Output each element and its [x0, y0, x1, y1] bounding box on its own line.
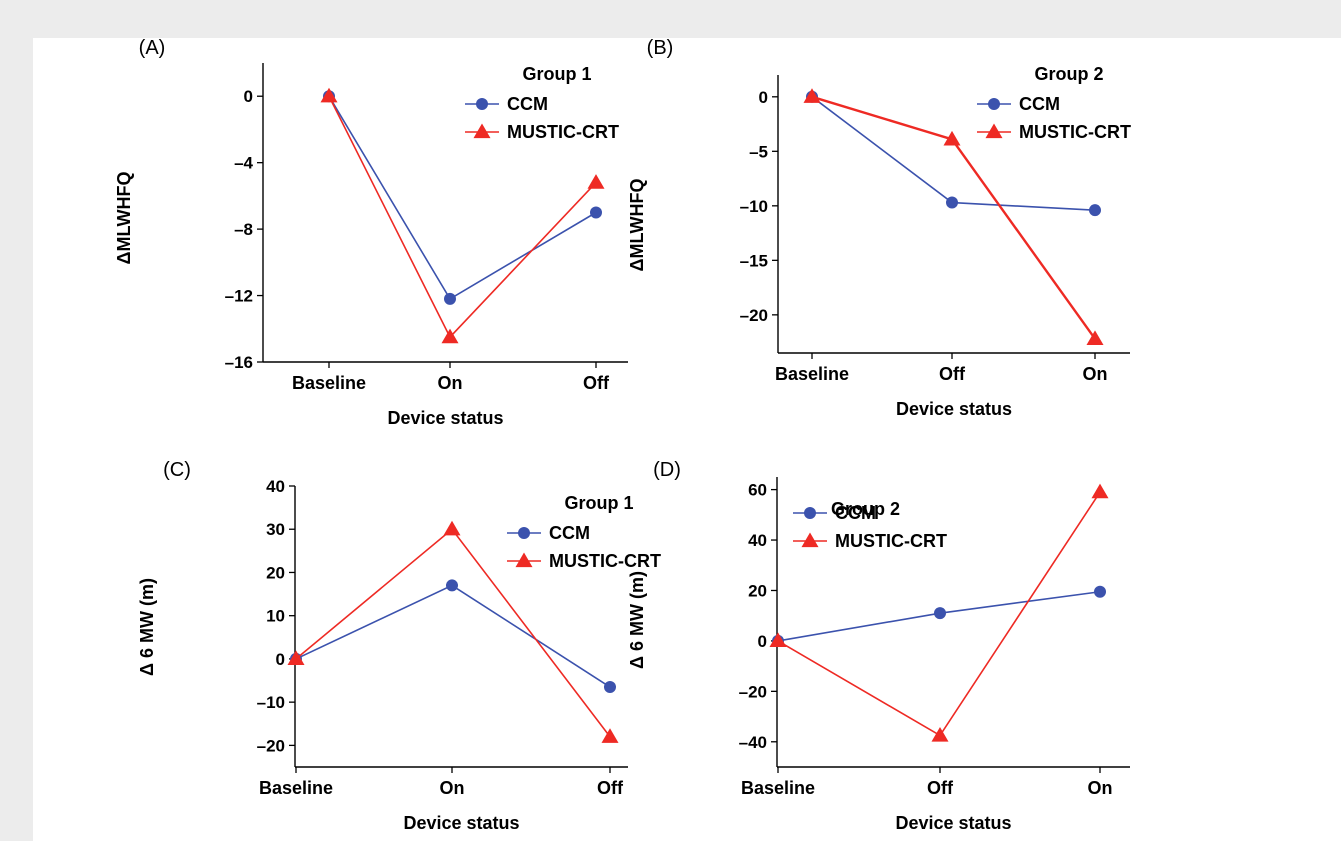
- y-tick-label: 20: [748, 581, 767, 600]
- y-tick-label: 60: [748, 481, 767, 500]
- figure-panel: (A) 0 –4 –8 –12 –16 Baseline On Off Device status…: [33, 38, 1341, 841]
- y-tick-label: 40: [266, 477, 285, 496]
- legend-title: Group 2: [1034, 64, 1103, 84]
- y-tick-label: –16: [225, 353, 253, 372]
- legend-label: MUSTIC-CRT: [507, 122, 619, 142]
- y-axis-title: Δ 6 MW (m): [137, 578, 157, 676]
- legend-label: MUSTIC-CRT: [1019, 122, 1131, 142]
- y-tick-label: 0: [758, 632, 767, 651]
- x-tick-label: Baseline: [775, 364, 849, 384]
- data-point-mustic-crt: [441, 328, 459, 344]
- panel-label: (A): [139, 38, 166, 59]
- x-tick-label: Off: [583, 373, 610, 393]
- x-tick-label: On: [440, 778, 465, 798]
- legend-marker-ccm: [804, 507, 816, 519]
- y-tick-label: –12: [225, 287, 253, 306]
- legend-title: Group 1: [564, 493, 633, 513]
- data-point-mustic-crt: [320, 87, 338, 103]
- y-tick-label: 40: [748, 531, 767, 550]
- x-tick-label: On: [438, 373, 463, 393]
- legend-label: CCM: [549, 523, 590, 543]
- y-tick-label: –15: [740, 251, 768, 270]
- panel-label: (B): [647, 38, 674, 59]
- y-tick-label: 10: [266, 607, 285, 626]
- figure-charts: (A) 0 –4 –8 –12 –16 Baseline On Off Device status…: [114, 38, 1131, 833]
- legend-marker-mustic-crt: [473, 123, 491, 139]
- data-point-mustic-crt: [443, 520, 461, 536]
- data-point-mustic-crt: [587, 174, 605, 189]
- data-point-ccm: [934, 607, 946, 620]
- y-tick-label: –20: [257, 736, 285, 755]
- y-tick-label: 20: [266, 563, 285, 582]
- data-point-ccm: [1094, 585, 1106, 598]
- data-point-mustic-crt: [943, 130, 961, 146]
- x-axis-title: Device status: [387, 408, 503, 428]
- legend-label: MUSTIC-CRT: [549, 551, 661, 571]
- legend-marker-ccm: [518, 527, 530, 539]
- data-point-mustic-crt: [1086, 330, 1104, 345]
- y-tick-label: 0: [244, 87, 253, 106]
- legend-marker-ccm: [988, 98, 1000, 110]
- data-point-mustic-crt: [769, 632, 787, 648]
- data-point-ccm: [1089, 204, 1101, 217]
- y-tick-label: –8: [234, 220, 253, 239]
- legend-title: Group 1: [522, 64, 591, 84]
- y-axis-title: ΔMLWHFQ: [114, 172, 134, 265]
- x-tick-label: Baseline: [259, 778, 333, 798]
- y-axis-title: ΔMLWHFQ: [627, 179, 647, 272]
- x-tick-label: Off: [927, 778, 954, 798]
- x-tick-label: Baseline: [292, 373, 366, 393]
- x-tick-label: Off: [597, 778, 624, 798]
- y-tick-label: 0: [759, 88, 768, 107]
- x-axis-title: Device status: [896, 399, 1012, 419]
- panel-label: (D): [653, 459, 681, 481]
- legend-marker-mustic-crt: [515, 552, 533, 568]
- data-point-mustic-crt: [1091, 483, 1109, 499]
- legend-marker-mustic-crt: [985, 123, 1003, 139]
- legend-label: CCM: [835, 503, 876, 523]
- data-point-mustic-crt: [287, 650, 305, 666]
- y-tick-label: –10: [740, 197, 768, 216]
- data-point-ccm: [946, 196, 958, 209]
- legend-title: Group 2: [831, 499, 900, 519]
- y-tick-label: 30: [266, 520, 285, 539]
- legend-marker-mustic-crt: [801, 532, 819, 548]
- y-tick-label: –10: [257, 693, 285, 712]
- legend-label: MUSTIC-CRT: [835, 531, 947, 551]
- y-tick-label: –4: [234, 154, 253, 173]
- legend-label: CCM: [1019, 94, 1060, 114]
- y-tick-label: 0: [276, 650, 285, 669]
- y-tick-label: –20: [739, 682, 767, 701]
- y-tick-label: –5: [749, 142, 768, 161]
- data-point-mustic-crt: [803, 88, 821, 103]
- legend-marker-ccm: [476, 98, 488, 110]
- x-tick-label: Off: [939, 364, 966, 384]
- data-point-ccm: [590, 206, 602, 219]
- data-point-ccm: [446, 579, 458, 592]
- y-tick-label: –20: [740, 306, 768, 325]
- x-tick-label: Baseline: [741, 778, 815, 798]
- data-point-mustic-crt: [931, 726, 949, 742]
- x-tick-label: On: [1088, 778, 1113, 798]
- x-axis-title: Device status: [895, 813, 1011, 833]
- series-line-ccm: [295, 584, 611, 688]
- y-axis-title: Δ 6 MW (m): [627, 571, 647, 669]
- data-point-mustic-crt: [601, 728, 619, 743]
- x-tick-label: On: [1083, 364, 1108, 384]
- data-point-ccm: [444, 292, 456, 305]
- panel-label: (C): [163, 459, 191, 481]
- legend-label: CCM: [507, 94, 548, 114]
- data-point-ccm: [604, 681, 616, 694]
- x-axis-title: Device status: [403, 813, 519, 833]
- y-tick-label: –40: [739, 733, 767, 752]
